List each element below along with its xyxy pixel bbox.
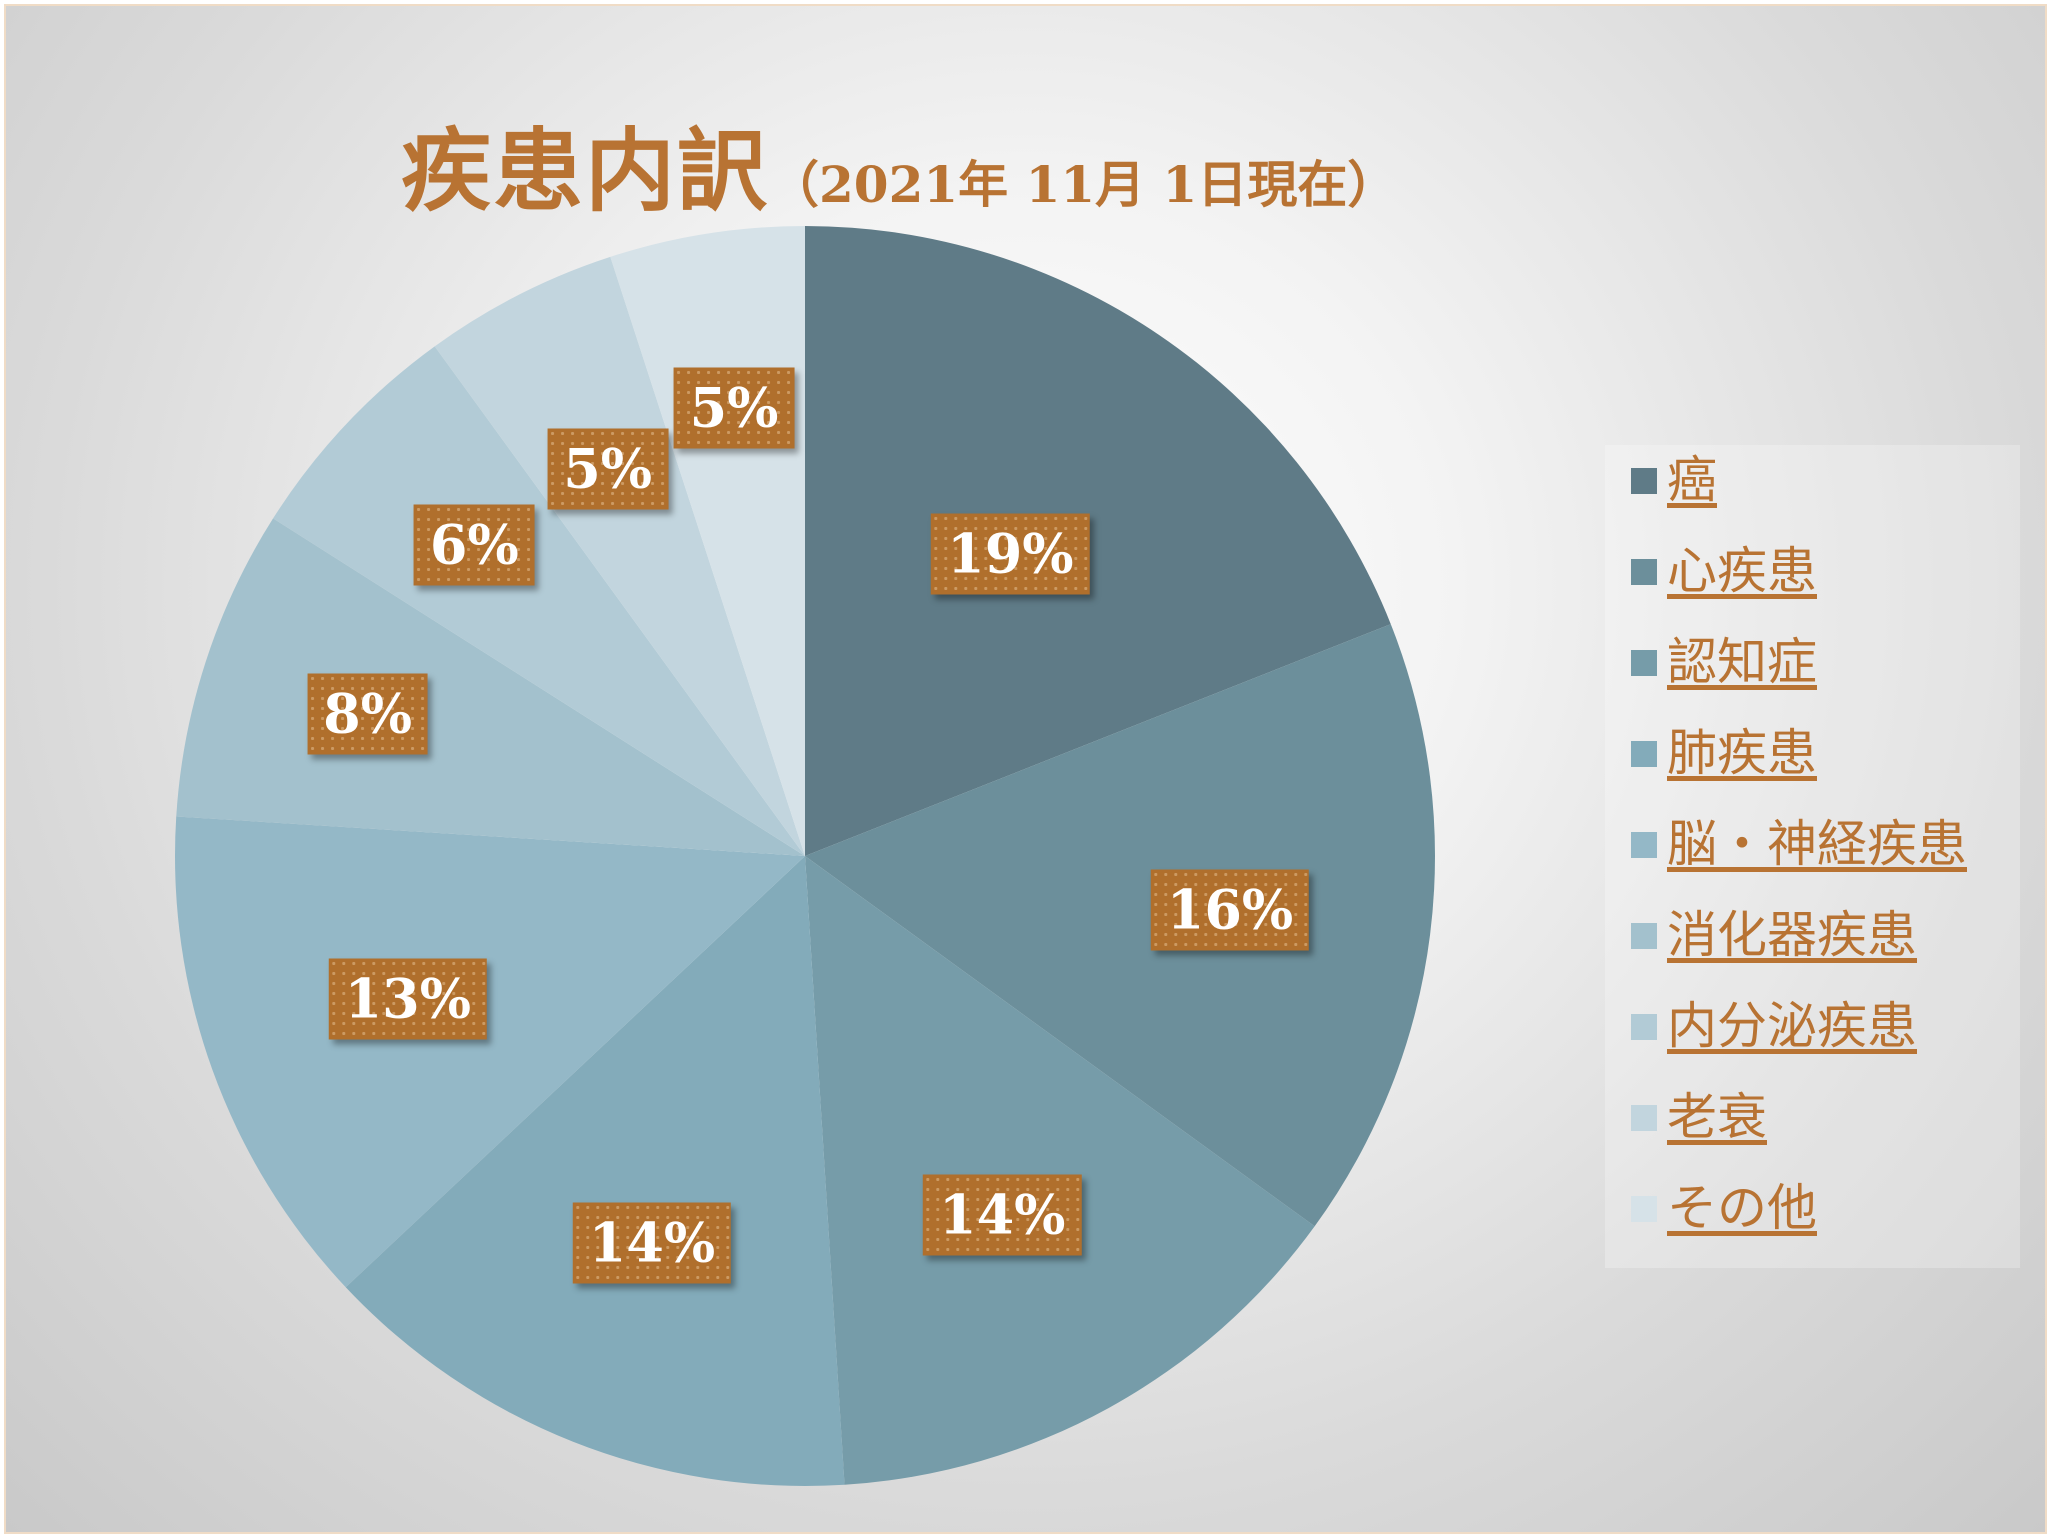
legend-swatch [1631, 558, 1657, 585]
legend-swatch [1631, 740, 1657, 767]
legend-swatch [1631, 1195, 1657, 1222]
legend-item: 心疾患 [1631, 544, 1817, 599]
data-label-5: 13% [328, 958, 488, 1040]
data-label-1: 19% [931, 513, 1090, 595]
legend-swatch [1631, 831, 1657, 858]
legend-label[interactable]: その他 [1667, 1179, 1817, 1237]
legend-swatch [1631, 922, 1657, 949]
legend-label[interactable]: 癌 [1667, 451, 1717, 509]
legend-label[interactable]: 脳・神経疾患 [1667, 815, 1967, 873]
chart-title-date: （2021年 11月 1日現在） [769, 155, 1398, 214]
data-label-8: 5% [547, 428, 669, 510]
legend-label[interactable]: 内分泌疾患 [1667, 997, 1917, 1055]
pie-slices [175, 226, 1435, 1486]
legend-swatch [1631, 467, 1657, 494]
legend-item: 消化器疾患 [1631, 908, 1917, 963]
data-label-7: 6% [413, 504, 535, 586]
data-label-4: 14% [572, 1202, 732, 1284]
legend-item: 癌 [1631, 453, 1717, 508]
legend-item: 認知症 [1631, 635, 1817, 690]
pie-slice-1 [805, 226, 1391, 856]
legend-label[interactable]: 心疾患 [1667, 542, 1817, 600]
legend-label[interactable]: 消化器疾患 [1667, 906, 1917, 964]
legend-swatch [1631, 1013, 1657, 1040]
legend-item: 脳・神経疾患 [1631, 817, 1967, 872]
chart-title: 疾患内訳（2021年 11月 1日現在） [401, 98, 1397, 228]
legend-label[interactable]: 認知症 [1667, 633, 1817, 691]
legend-item: 老衰 [1631, 1090, 1767, 1145]
legend-item: 肺疾患 [1631, 726, 1817, 781]
pie-slice-3 [805, 856, 1315, 1485]
pie-slice-6 [176, 518, 805, 856]
legend-item: その他 [1631, 1181, 1817, 1236]
legend-label[interactable]: 老衰 [1667, 1088, 1767, 1146]
pie-slice-2 [805, 624, 1435, 1227]
pie-slice-4 [345, 856, 845, 1486]
data-label-3: 14% [923, 1174, 1082, 1256]
data-label-9: 5% [673, 367, 795, 449]
legend-label[interactable]: 肺疾患 [1667, 724, 1817, 782]
data-label-6: 8% [307, 673, 429, 755]
pie-slice-7 [273, 346, 806, 856]
legend-item: 内分泌疾患 [1631, 999, 1917, 1054]
legend: 癌心疾患認知症肺疾患脳・神経疾患 消化器疾患内分泌疾患老衰その他 [1605, 445, 2020, 1268]
pie-slice-5 [175, 816, 806, 1288]
data-label-2: 16% [1150, 869, 1310, 951]
legend-swatch [1631, 649, 1657, 676]
pie-slice-8 [434, 256, 805, 857]
chart-title-main: 疾患内訳 [401, 118, 769, 224]
legend-swatch [1631, 1104, 1657, 1131]
